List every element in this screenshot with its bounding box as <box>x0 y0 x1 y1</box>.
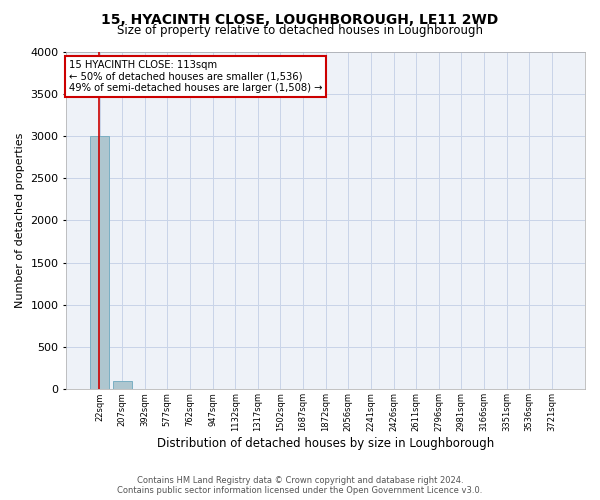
Bar <box>113 381 132 390</box>
Text: 15, HYACINTH CLOSE, LOUGHBOROUGH, LE11 2WD: 15, HYACINTH CLOSE, LOUGHBOROUGH, LE11 2… <box>101 12 499 26</box>
Bar <box>90 136 109 390</box>
Text: Contains HM Land Registry data © Crown copyright and database right 2024.
Contai: Contains HM Land Registry data © Crown c… <box>118 476 482 495</box>
Text: 15 HYACINTH CLOSE: 113sqm
← 50% of detached houses are smaller (1,536)
49% of se: 15 HYACINTH CLOSE: 113sqm ← 50% of detac… <box>69 60 322 93</box>
Y-axis label: Number of detached properties: Number of detached properties <box>15 133 25 308</box>
X-axis label: Distribution of detached houses by size in Loughborough: Distribution of detached houses by size … <box>157 437 494 450</box>
Text: Size of property relative to detached houses in Loughborough: Size of property relative to detached ho… <box>117 24 483 37</box>
